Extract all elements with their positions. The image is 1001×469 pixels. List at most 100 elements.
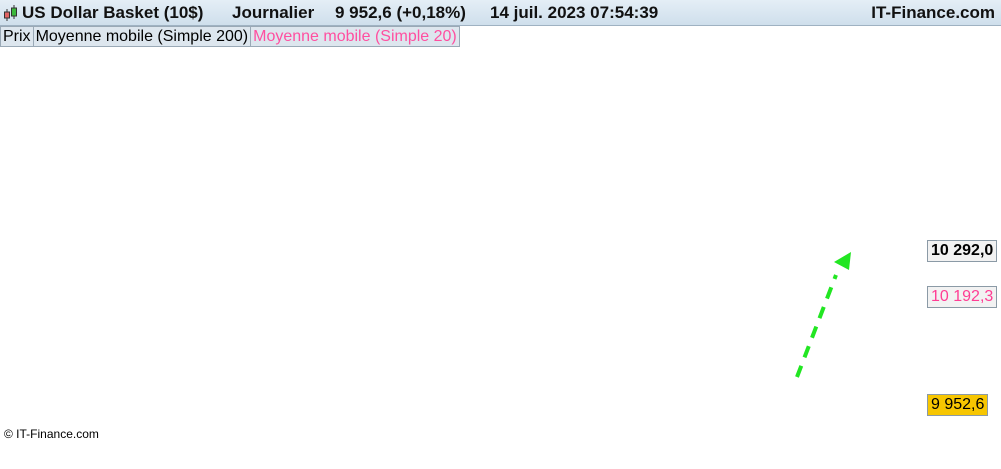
candle (436, 300, 441, 337)
candle-body (404, 231, 409, 251)
candle-body (468, 329, 473, 366)
candle-body (227, 310, 232, 313)
candle (669, 229, 674, 244)
candle-body (155, 169, 160, 191)
y-tick-label: 10 800 (929, 25, 978, 42)
candle (239, 295, 244, 311)
candle (485, 312, 489, 331)
candle-body (251, 299, 256, 346)
candle (641, 210, 646, 235)
candle-body (573, 277, 578, 291)
candle (404, 224, 409, 254)
x-tick-label: juin (622, 450, 651, 467)
candle (352, 177, 357, 201)
candle (263, 240, 268, 266)
candle (75, 144, 79, 178)
plot-area (0, 47, 921, 442)
candle (107, 223, 111, 241)
candle (657, 216, 662, 257)
candle (155, 164, 160, 195)
candle (505, 330, 509, 351)
legend: Prix Moyenne mobile (Simple 200) Moyenne… (0, 26, 460, 47)
candle (690, 289, 694, 309)
candle-body (565, 277, 570, 311)
candle (255, 259, 260, 308)
candle (143, 207, 147, 230)
candle (247, 286, 252, 349)
candle-body (288, 231, 292, 251)
candle (489, 307, 493, 325)
x-tick-label: 2023 (119, 450, 155, 467)
candle-body (657, 219, 662, 251)
candle-body (392, 184, 397, 226)
candle-body (255, 264, 260, 301)
ma20-line (22, 42, 784, 323)
candle (778, 368, 783, 420)
copyright: © IT-Finance.com (4, 427, 99, 441)
candle (344, 186, 348, 203)
candle (384, 198, 389, 219)
candle (613, 202, 618, 217)
candle-body (38, 105, 43, 121)
candle-body (183, 289, 188, 296)
candle (187, 291, 192, 304)
candle (468, 324, 473, 370)
candle-body (324, 169, 328, 201)
candle-body (26, 129, 31, 138)
trendline (352, 135, 921, 253)
candle-body (605, 224, 610, 256)
candle (360, 143, 365, 204)
candle-body (509, 324, 513, 346)
candle-body (384, 204, 389, 211)
candle (276, 234, 280, 253)
candle-body (718, 274, 722, 277)
candle-body (517, 324, 521, 336)
candle-body (267, 239, 272, 246)
legend-price[interactable]: Prix (0, 26, 34, 47)
candle-body (14, 70, 19, 81)
candle-body (107, 227, 111, 236)
candle (545, 334, 549, 349)
candle-body (669, 236, 674, 241)
candle (750, 243, 755, 268)
candle-body (754, 249, 759, 261)
candle-body (364, 144, 369, 151)
candle-body (653, 217, 658, 221)
candle-body (272, 239, 276, 246)
level-label-support: 10 050,7 (863, 341, 918, 357)
candle (30, 121, 35, 138)
candle-body (127, 199, 131, 216)
candle (127, 194, 131, 222)
candle-body (625, 207, 630, 221)
legend-ma20[interactable]: Moyenne mobile (Simple 20) (250, 26, 460, 47)
candle (645, 211, 650, 226)
candle (292, 246, 296, 256)
candle-body (690, 297, 694, 306)
candle (139, 201, 143, 219)
candle-body (336, 184, 340, 191)
candle-body (742, 267, 746, 271)
candle (766, 289, 771, 319)
candle (95, 168, 99, 234)
candle-body (746, 261, 750, 271)
candle (770, 303, 775, 331)
candle (99, 214, 103, 238)
candle-body (541, 339, 545, 343)
candle-body (702, 287, 706, 307)
candle-body (99, 219, 103, 231)
candle (115, 178, 119, 200)
candle-body (276, 241, 280, 246)
candle (259, 254, 264, 272)
candle (561, 301, 566, 339)
candle-body (67, 154, 71, 176)
candle-body (111, 194, 115, 236)
period: Journalier (232, 3, 315, 22)
candle-body (10, 59, 15, 71)
ma20-value-box: 10 192,3 (927, 286, 998, 308)
candle-body (593, 241, 598, 259)
candle (432, 272, 437, 315)
legend-ma200[interactable]: Moyenne mobile (Simple 200) (32, 26, 252, 47)
candle-body (239, 299, 244, 306)
candle-body (521, 324, 525, 331)
candle-body (561, 309, 566, 331)
